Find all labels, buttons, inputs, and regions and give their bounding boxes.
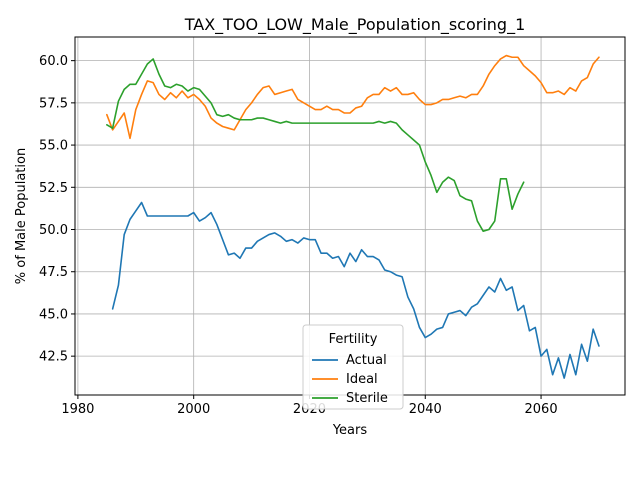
legend-label-actual: Actual — [346, 353, 387, 368]
legend-label-ideal: Ideal — [346, 372, 378, 387]
x-tick-label: 2060 — [525, 402, 558, 417]
x-axis-label: Years — [332, 423, 368, 438]
y-tick-label: 50.0 — [39, 223, 68, 238]
y-tick-label: 60.0 — [39, 54, 68, 69]
x-tick-label: 1980 — [61, 402, 94, 417]
y-tick-label: 47.5 — [39, 265, 68, 280]
series-line-sterile — [106, 58, 525, 232]
x-tick-label: 2040 — [409, 402, 442, 417]
series-line-ideal — [106, 54, 600, 140]
chart-title: TAX_TOO_LOW_Male_Population_scoring_1 — [184, 15, 526, 35]
y-tick-label: 55.0 — [39, 139, 68, 154]
y-tick-label: 45.0 — [39, 307, 68, 322]
y-axis-label: % of Male Population — [14, 148, 29, 284]
legend-label-sterile: Sterile — [346, 391, 388, 406]
y-tick-label: 42.5 — [39, 350, 68, 365]
y-tick-label: 52.5 — [39, 181, 68, 196]
legend-box — [302, 324, 404, 410]
y-axis-ticks: 42.5 45.0 47.5 50.0 52.5 55.0 57.5 60.0 — [39, 54, 75, 365]
series-line-actual — [111, 201, 600, 379]
legend-title: Fertility — [329, 332, 378, 347]
y-tick-label: 57.5 — [39, 96, 68, 111]
legend: Fertility Actual Ideal Sterile — [302, 324, 404, 410]
series-lines — [106, 54, 600, 379]
x-tick-label: 2000 — [177, 402, 210, 417]
